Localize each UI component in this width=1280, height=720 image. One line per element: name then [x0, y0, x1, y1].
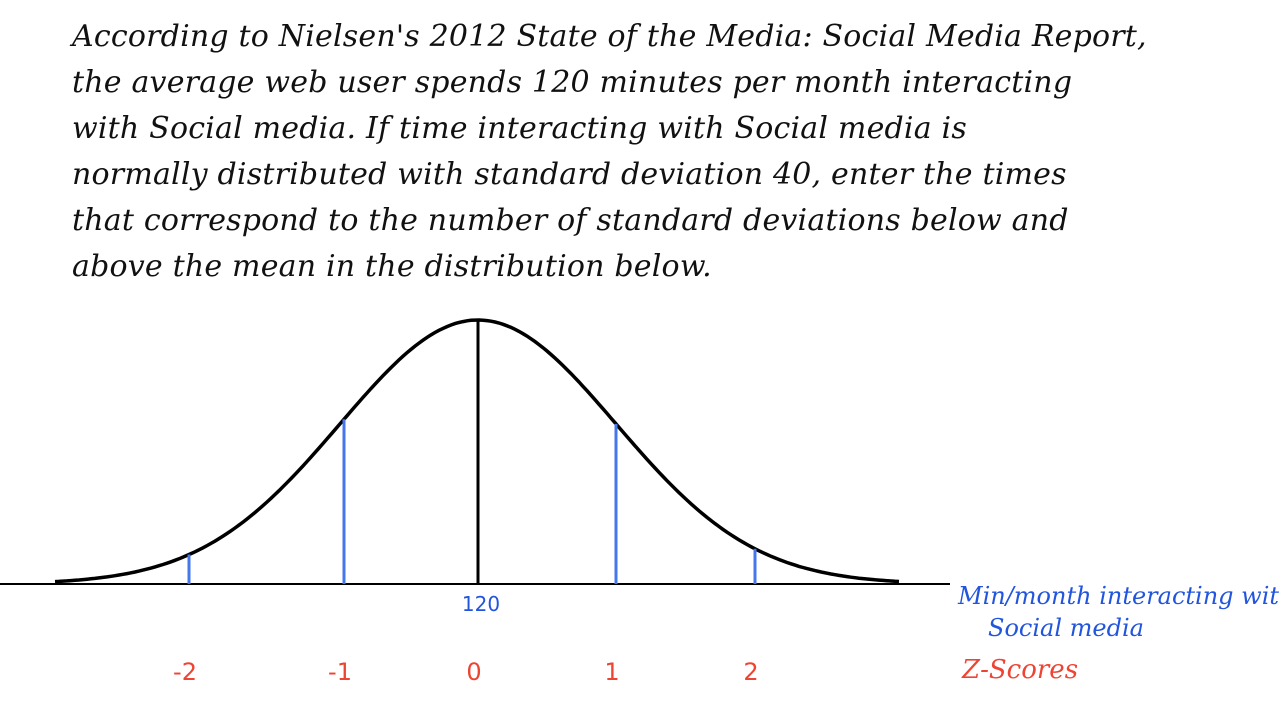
problem-line-3: with Social media. If time interacting w…	[72, 111, 967, 146]
z-scores-title: Z-Scores	[962, 655, 1079, 685]
problem-line-4: normally distributed with standard devia…	[72, 157, 1067, 192]
x-axis-title: Min/month interacting with Social media	[958, 580, 1280, 644]
z-score-label: -2	[173, 658, 197, 686]
problem-line-5: that correspond to the number of standar…	[72, 203, 1069, 238]
mean-value-label: 120	[462, 592, 500, 616]
z-score-label: 1	[604, 658, 619, 686]
x-axis-title-line-1: Min/month interacting with	[958, 582, 1280, 610]
z-score-label: 0	[466, 658, 481, 686]
problem-statement: According to Nielsen's 2012 State of the…	[72, 14, 1147, 290]
z-score-label: 2	[743, 658, 758, 686]
z-score-label: -1	[328, 658, 352, 686]
problem-line-1: According to Nielsen's 2012 State of the…	[72, 19, 1147, 54]
problem-line-2: the average web user spends 120 minutes …	[72, 65, 1073, 100]
problem-line-6: above the mean in the distribution below…	[72, 249, 712, 284]
x-axis-title-line-2: Social media	[988, 614, 1144, 642]
